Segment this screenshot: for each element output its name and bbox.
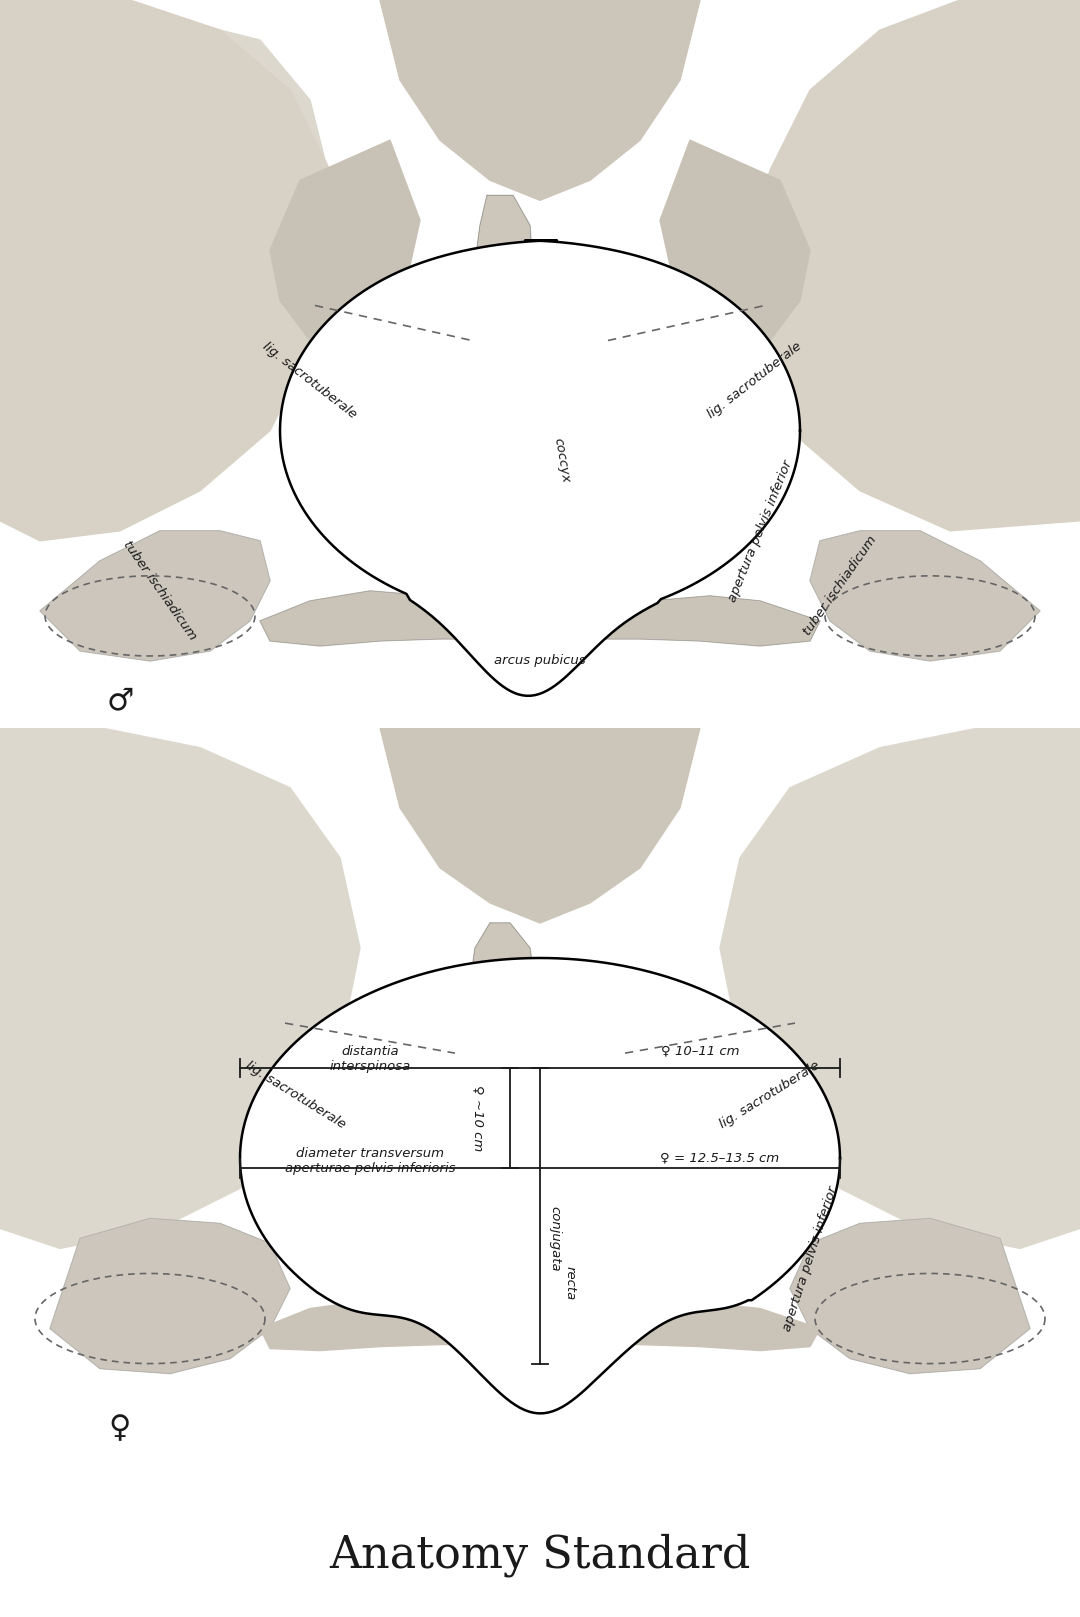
Polygon shape: [810, 530, 1040, 661]
Text: lig. sacrotuberale: lig. sacrotuberale: [705, 340, 805, 422]
Text: ♀: ♀: [109, 1415, 131, 1444]
Text: ♀ ~10 cm: ♀ ~10 cm: [472, 1085, 485, 1151]
Polygon shape: [0, 0, 340, 540]
Text: apertura pelvis inferior: apertura pelvis inferior: [781, 1184, 839, 1332]
Text: apertura pelvis inferior: apertura pelvis inferior: [726, 458, 795, 603]
Text: tuber ischiadicum: tuber ischiadicum: [121, 538, 199, 644]
Polygon shape: [380, 728, 700, 923]
Text: lig. sacrotuberale: lig. sacrotuberale: [243, 1059, 348, 1132]
Polygon shape: [270, 141, 420, 351]
Text: arcus pubicus: arcus pubicus: [495, 655, 585, 668]
Polygon shape: [40, 530, 270, 661]
Text: recta: recta: [564, 1266, 577, 1300]
Text: ♀ = 12.5–13.5 cm: ♀ = 12.5–13.5 cm: [661, 1151, 780, 1164]
Polygon shape: [455, 196, 535, 535]
Polygon shape: [260, 1300, 820, 1350]
Polygon shape: [740, 0, 1080, 530]
Polygon shape: [457, 923, 540, 1226]
Polygon shape: [660, 141, 810, 351]
Polygon shape: [380, 0, 700, 201]
Polygon shape: [789, 1218, 1030, 1373]
Text: Anatomy Standard: Anatomy Standard: [329, 1533, 751, 1577]
Text: diameter transversum: diameter transversum: [296, 1146, 444, 1159]
Text: distantia: distantia: [341, 1045, 399, 1058]
Text: conjugata: conjugata: [549, 1206, 562, 1271]
Text: tuber ischiadicum: tuber ischiadicum: [800, 534, 879, 639]
Text: ♀ 10–11 cm: ♀ 10–11 cm: [661, 1045, 739, 1058]
Polygon shape: [280, 241, 800, 695]
Text: ♂: ♂: [106, 687, 134, 716]
Text: interspinosa: interspinosa: [329, 1059, 410, 1072]
Polygon shape: [260, 590, 820, 645]
Polygon shape: [0, 19, 330, 521]
Text: aperturae pelvis inferioris: aperturae pelvis inferioris: [285, 1161, 456, 1176]
Text: coccyx: coccyx: [552, 437, 572, 483]
Polygon shape: [0, 728, 360, 1248]
Text: lig. sacrotuberale: lig. sacrotuberale: [717, 1059, 822, 1132]
Polygon shape: [720, 728, 1080, 1248]
Polygon shape: [240, 957, 840, 1413]
Text: lig. sacrotuberale: lig. sacrotuberale: [260, 340, 360, 422]
Polygon shape: [50, 1218, 291, 1373]
